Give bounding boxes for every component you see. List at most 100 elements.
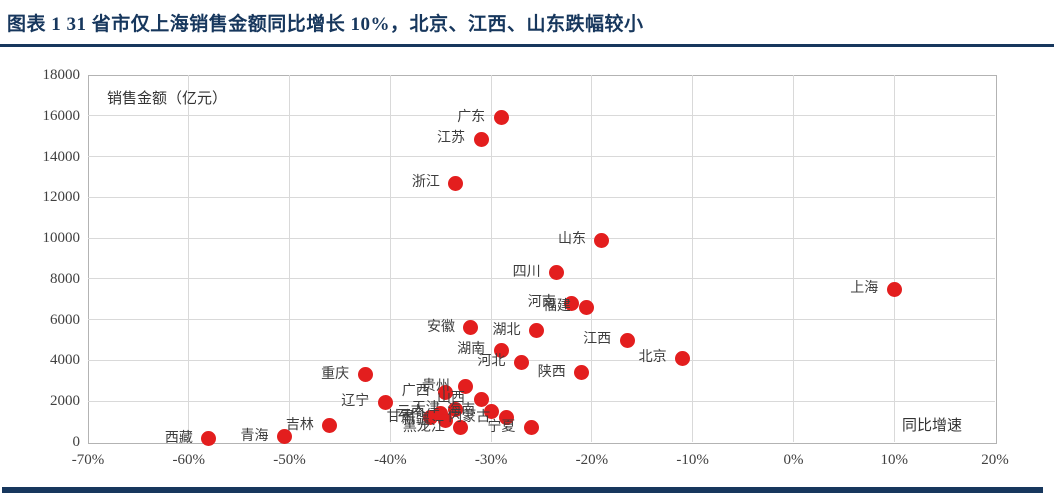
- point-label: 新疆: [401, 412, 430, 428]
- scatter-point: [549, 265, 565, 281]
- v-gridline: [792, 75, 794, 442]
- scatter-point: [377, 394, 393, 410]
- figure-title: 图表 1 31 省市仅上海销售金额同比增长 10%，北京、江西、山东跌幅较小: [7, 14, 644, 35]
- point-label: 福建: [542, 299, 571, 315]
- h-gridline: [88, 196, 995, 198]
- x-tick-label: 20%: [981, 452, 1009, 468]
- scatter-chart: 销售金额（亿元） 同比增速 0 2000 4000 6000 8000 10000 1200…: [0, 50, 1054, 480]
- x-tick-label: -40%: [374, 452, 407, 468]
- scatter-point: [438, 384, 454, 400]
- point-label: 重庆: [321, 366, 350, 382]
- scatter-point: [675, 350, 691, 366]
- scatter-point: [579, 299, 595, 315]
- point-label: 西藏: [164, 430, 193, 446]
- point-label: 北京: [638, 350, 667, 366]
- point-label: 云南: [396, 405, 425, 421]
- x-tick-label: 0%: [783, 452, 804, 468]
- y-tick-label: 0: [72, 434, 81, 450]
- point-label: 湖北: [492, 322, 521, 338]
- x-tick-label: -70%: [71, 452, 105, 468]
- scatter-point: [594, 232, 610, 248]
- scatter-point: [528, 323, 544, 339]
- v-gridline: [389, 75, 391, 442]
- point-label: 山东: [557, 232, 586, 248]
- y-tick-label: 2000: [50, 393, 80, 410]
- h-gridline: [88, 359, 995, 361]
- title-underline: [0, 44, 1054, 47]
- scatter-point: [619, 332, 635, 348]
- v-gridline: [893, 75, 895, 442]
- scatter-point: [448, 401, 464, 417]
- point-label: 内蒙古: [448, 409, 491, 425]
- point-label: 湖南: [457, 342, 486, 358]
- y-axis-title: 销售金额（亿元）: [107, 91, 228, 107]
- footer-bar: [2, 487, 1043, 493]
- v-gridline: [188, 75, 190, 442]
- point-label: 吉林: [285, 417, 314, 433]
- y-tick-label: 8000: [50, 270, 80, 287]
- point-label: 四川: [512, 264, 541, 280]
- h-gridline: [88, 237, 995, 239]
- point-label: 青海: [240, 428, 269, 444]
- scatter-point: [453, 420, 469, 436]
- h-gridline: [88, 319, 995, 321]
- scatter-point: [574, 365, 590, 381]
- point-label: 山西: [437, 391, 466, 407]
- point-label: 广东: [457, 109, 486, 125]
- point-label: 江苏: [437, 131, 466, 147]
- v-gridline: [591, 75, 593, 442]
- x-tick-label: 10%: [880, 452, 908, 468]
- scatter-point: [201, 431, 217, 447]
- scatter-point: [463, 320, 479, 336]
- point-label: 天津: [411, 401, 440, 417]
- y-tick-label: 6000: [50, 311, 80, 328]
- x-tick-label: -30%: [474, 452, 508, 468]
- scatter-point: [513, 354, 529, 370]
- point-label: 江西: [583, 332, 612, 348]
- scatter-point: [886, 281, 902, 297]
- scatter-point: [448, 175, 464, 191]
- y-tick-label: 10000: [42, 230, 81, 247]
- h-gridline: [88, 156, 995, 158]
- point-label: 贵州: [421, 378, 450, 394]
- scatter-point: [277, 429, 293, 445]
- x-axis-title: 同比增速: [902, 418, 963, 434]
- y-tick-label: 12000: [42, 189, 81, 206]
- v-gridline: [289, 75, 291, 442]
- point-label: 陕西: [537, 364, 566, 380]
- scatter-point: [473, 131, 489, 147]
- point-label: 甘肃: [386, 409, 415, 425]
- x-tick-label: -60%: [172, 452, 206, 468]
- scatter-point: [483, 403, 499, 419]
- point-label: 浙江: [411, 175, 440, 191]
- y-tick-label: 14000: [42, 148, 81, 165]
- scatter-point: [458, 379, 474, 395]
- scatter-point: [493, 342, 509, 358]
- y-tick-label: 4000: [50, 352, 80, 369]
- scatter-point: [473, 391, 489, 407]
- scatter-point: [564, 295, 580, 311]
- point-label: 上海: [850, 281, 879, 297]
- scatter-point: [498, 410, 514, 426]
- h-gridline: [88, 400, 995, 402]
- scatter-point: [423, 410, 439, 426]
- point-label: 宁夏: [487, 419, 516, 435]
- x-tick-label: -10%: [676, 452, 709, 468]
- point-label: 安徽: [426, 319, 455, 335]
- scatter-point: [322, 418, 338, 434]
- x-tick-label: -20%: [575, 452, 609, 468]
- scatter-point: [523, 420, 539, 436]
- scatter-point: [493, 110, 509, 126]
- scatter-point: [438, 413, 454, 429]
- plot-area: [88, 75, 997, 444]
- point-label: 河北: [477, 354, 506, 370]
- scatter-point: [357, 367, 373, 383]
- point-label: 河南: [527, 295, 556, 311]
- point-label: 海南: [447, 403, 476, 419]
- point-label: 广西: [401, 384, 430, 400]
- v-gridline: [692, 75, 694, 442]
- point-label: 黑龙江: [402, 419, 445, 435]
- point-label: 辽宁: [341, 394, 370, 410]
- y-tick-label: 18000: [42, 67, 81, 83]
